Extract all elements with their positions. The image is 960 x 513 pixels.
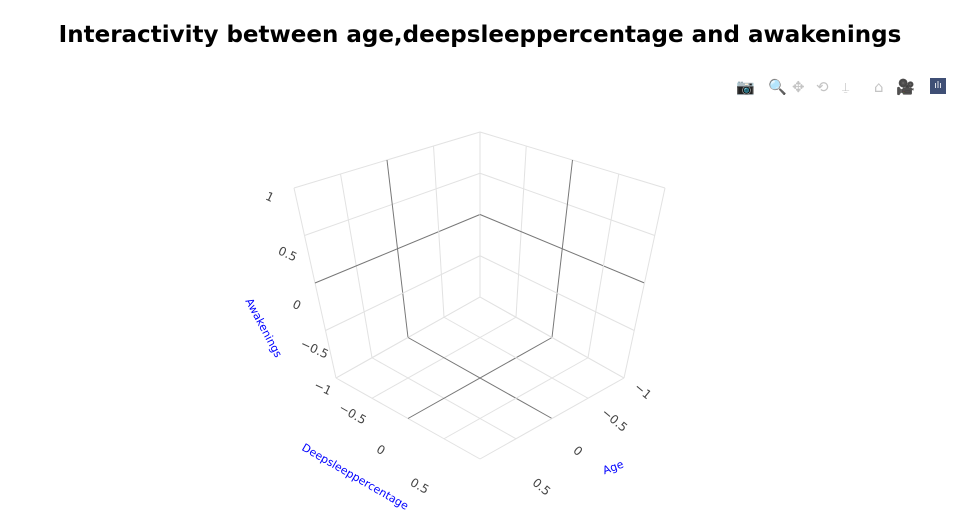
floor-gridline	[479, 296, 625, 379]
floor-gridline	[479, 377, 625, 460]
floor-gridline	[407, 337, 553, 419]
right-wall-gridline	[587, 173, 620, 358]
left-wall-gridline	[325, 255, 481, 331]
right-wall-gridline	[479, 214, 645, 284]
right-wall-gridline	[479, 255, 635, 331]
home-icon[interactable]: ⌂	[874, 78, 884, 96]
orbit-rotate-icon[interactable]: ⟲	[816, 78, 829, 96]
left-wall-gridline	[433, 145, 445, 318]
chart-title: Interactivity between age,deepsleepperce…	[58, 22, 902, 48]
plotly-logo-icon[interactable]: ılı	[930, 78, 946, 94]
zoom-icon[interactable]: 🔍	[768, 78, 787, 96]
pan-icon[interactable]: ✥	[792, 78, 805, 96]
right-wall-gridline	[623, 187, 666, 379]
turntable-rotate-icon[interactable]: ⍊	[842, 80, 850, 94]
camera-icon[interactable]: 📷	[736, 78, 755, 96]
3d-scene[interactable]	[0, 0, 960, 500]
left-wall-gridline	[314, 214, 481, 284]
floor-gridline	[443, 316, 589, 399]
camera-reset-icon[interactable]: 🎥	[896, 78, 915, 96]
floor-gridline	[443, 357, 589, 440]
